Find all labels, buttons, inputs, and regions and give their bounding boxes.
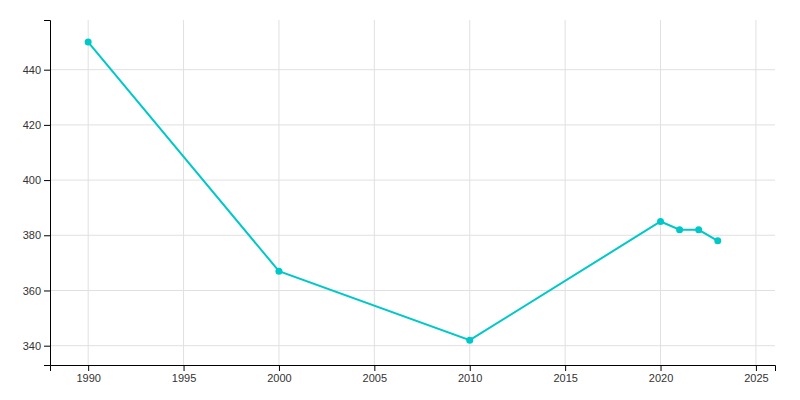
point	[695, 226, 702, 233]
point	[85, 39, 92, 46]
y-grid-line	[50, 69, 775, 70]
y-axis-tick-mark	[44, 346, 50, 347]
line	[88, 42, 718, 340]
x-axis-tick-mark	[184, 365, 185, 371]
y-axis-tick-label: 420	[23, 119, 41, 131]
y-grid-line	[50, 345, 775, 346]
x-axis-tick: 2020	[649, 365, 673, 384]
x-axis-tick-label: 2020	[649, 372, 673, 384]
x-axis-tick-mark	[756, 365, 757, 371]
x-axis-tick: 2005	[363, 365, 387, 384]
y-axis-tick-mark	[44, 70, 50, 71]
marks	[85, 39, 722, 344]
x-grid-line	[88, 20, 89, 365]
point	[676, 226, 683, 233]
point	[714, 237, 721, 244]
y-axis-tick-label: 400	[23, 174, 41, 186]
x-axis-tick-label: 2000	[267, 372, 291, 384]
x-axis-tick: 2010	[458, 365, 482, 384]
x-axis-tick-mark	[470, 365, 471, 371]
y-axis-tick: 440	[23, 64, 50, 76]
y-axis-tick-mark	[44, 180, 50, 181]
y-axis-tick-label: 380	[23, 229, 41, 241]
x-grid-line	[755, 20, 756, 365]
x-axis-tick: 2000	[267, 365, 291, 384]
y-axis-tick: 420	[23, 119, 50, 131]
x-axis-tick-mark	[661, 365, 662, 371]
y-axis-line	[44, 21, 51, 366]
x-axis-tick-mark	[374, 365, 375, 371]
y-axis-tick: 360	[23, 285, 50, 297]
y-grid-line	[50, 180, 775, 181]
x-axis-tick-label: 1990	[76, 372, 100, 384]
x-grid-line	[565, 20, 566, 365]
x-grid-line	[183, 20, 184, 365]
x-axis-tick-label: 2005	[363, 372, 387, 384]
point	[657, 218, 664, 225]
x-grid-line	[278, 20, 279, 365]
x-axis-tick-label: 2025	[744, 372, 768, 384]
y-axis-tick-mark	[44, 125, 50, 126]
y-axis-tick-label: 340	[23, 340, 41, 352]
y-axis-tick-label: 440	[23, 64, 41, 76]
x-grid-line	[374, 20, 375, 365]
x-axis-tick-mark	[565, 365, 566, 371]
x-grid-line	[469, 20, 470, 365]
y-axis-tick: 380	[23, 229, 50, 241]
x-axis-tick: 1990	[76, 365, 100, 384]
point	[466, 337, 473, 344]
y-axis-tick-mark	[44, 235, 50, 236]
y-axis-tick: 400	[23, 174, 50, 186]
x-axis-tick-mark	[88, 365, 89, 371]
plot: 1990 1995 2000 2005 2010 2015 2020 2025 340 360 38…	[23, 20, 776, 384]
x-axis-tick: 1995	[172, 365, 196, 384]
y-axis: 340 360 380 400 420 440	[23, 21, 51, 366]
x-axis-tick: 2025	[744, 365, 768, 384]
y-axis-tick-label: 360	[23, 285, 41, 297]
x-axis-tick-label: 2015	[553, 372, 577, 384]
x-axis: 1990 1995 2000 2005 2010 2015 2020 2025	[51, 365, 776, 384]
y-axis-tick: 340	[23, 340, 50, 352]
y-grid-line	[50, 235, 775, 236]
chart: 1990 1995 2000 2005 2010 2015 2020 2025 340 360 38…	[0, 0, 800, 400]
x-axis-tick-mark	[279, 365, 280, 371]
grid	[50, 20, 775, 365]
y-axis-tick-mark	[44, 290, 50, 291]
x-axis-tick-label: 2010	[458, 372, 482, 384]
x-axis-line	[51, 366, 776, 372]
y-grid-line	[50, 124, 775, 125]
x-axis-tick: 2015	[553, 365, 577, 384]
x-axis-tick-label: 1995	[172, 372, 196, 384]
x-grid-line	[660, 20, 661, 365]
point	[275, 268, 282, 275]
y-grid-line	[50, 290, 775, 291]
